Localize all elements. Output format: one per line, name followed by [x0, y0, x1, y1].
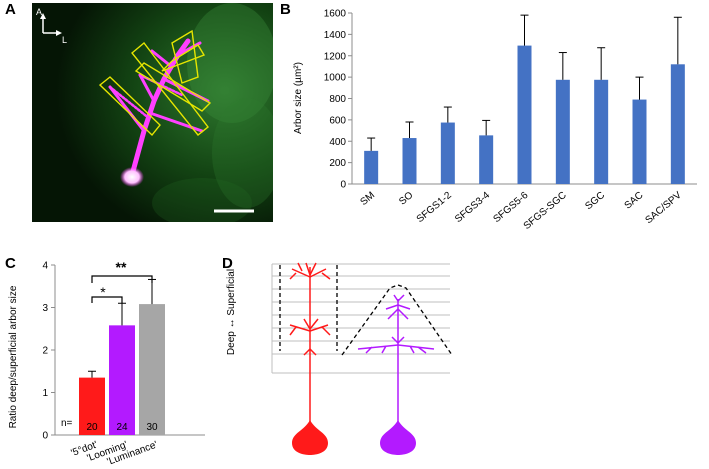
- chart-c-ytick-label: 0: [42, 431, 48, 442]
- chart-b-bar: [479, 135, 494, 184]
- significance-label-2: **: [116, 259, 127, 275]
- layer-lines: [271, 263, 450, 374]
- significance-label-1: *: [100, 284, 106, 300]
- chart-b-category-label: SGC: [583, 190, 607, 212]
- chart-c-bar: [139, 304, 165, 435]
- panel-letter-d: D: [222, 255, 233, 272]
- chart-c-n-value: 24: [116, 422, 128, 433]
- red-soma: [292, 420, 328, 455]
- chart-b-bar: [364, 150, 379, 184]
- chart-b-category-label: SFGS-SGC: [522, 190, 569, 232]
- chart-b-bar: [517, 45, 532, 184]
- chart-b-bar: [402, 138, 417, 184]
- chart-c-ytick-label: 2: [42, 346, 48, 357]
- chart-b-ytick-label: 600: [329, 115, 346, 126]
- chart-c-ytick-label: 4: [42, 261, 48, 272]
- sig-bracket-2: [91, 275, 153, 283]
- chart-b-bar: [632, 99, 647, 184]
- red-neuron: [289, 262, 331, 425]
- arbor-outlines: [98, 29, 212, 137]
- chart-b-ytick-label: 1600: [324, 9, 347, 20]
- chart-b-bar: [555, 79, 570, 184]
- red-dashed-bounds: [279, 265, 338, 351]
- chart-b-ytick-label: 800: [329, 94, 346, 105]
- chart-b-ytick-label: 0: [340, 180, 346, 191]
- panel-letter-a: A: [5, 1, 16, 18]
- purple-dashed-bounds: [341, 284, 453, 356]
- chart-c-ytick-label: 3: [42, 303, 48, 314]
- chart-b-ylabel: Arbor size (µm²): [293, 62, 304, 134]
- chart-b-category-label: SAC: [623, 190, 646, 212]
- purple-soma: [380, 420, 416, 455]
- lateral-label: L: [62, 35, 67, 45]
- chart-b-category-label: SFGS1-2: [415, 190, 454, 225]
- chart-b-ytick-label: 200: [329, 158, 346, 169]
- chart-b-ytick-label: 400: [329, 137, 346, 148]
- chart-c-ylabel: Ratio deep/superficial arbor size: [8, 285, 19, 428]
- micrograph-image: A L: [32, 3, 273, 222]
- n-label: n=: [61, 418, 73, 429]
- soma: [120, 167, 144, 187]
- depth-axis-label: Deep ↔ Superficial: [226, 269, 237, 355]
- chart-b-bar: [670, 64, 685, 184]
- schematic-diagram: Deep ↔ Superficial: [226, 262, 453, 455]
- chart-b-bar: [440, 122, 455, 184]
- micrograph-panel: A L: [32, 3, 273, 222]
- chart-c-n-value: 20: [86, 422, 98, 433]
- chart-b-category-label: SAC/SPV: [643, 190, 684, 227]
- panel-letter-b: B: [280, 1, 291, 18]
- chart-c-bar: [109, 325, 135, 435]
- chart-b-ytick-label: 1200: [324, 51, 347, 62]
- sig-bracket-1: [91, 296, 123, 303]
- orientation-arrows: [40, 13, 62, 36]
- panel-letter-c: C: [5, 255, 16, 272]
- arbor-size-bar-chart: 0 200 400 600 800 1000 1200 1400 1600 SM SO SFGS1-2…: [293, 9, 697, 232]
- chart-c-n-value: 30: [146, 422, 158, 433]
- chart-b-bar: [594, 79, 609, 184]
- chart-b-category-label: SM: [359, 190, 378, 208]
- chart-b-ytick-label: 1000: [324, 73, 347, 84]
- chart-b-category-label: SFGS3-4: [453, 190, 492, 225]
- anterior-label: A: [36, 7, 42, 17]
- chart-b-category-label: SO: [397, 190, 415, 208]
- chart-c-ytick-label: 1: [42, 388, 48, 399]
- chart-c-bar: [79, 377, 105, 435]
- chart-b-ytick-label: 1400: [324, 30, 347, 41]
- neuron-morphology: [108, 38, 210, 178]
- purple-neuron: [357, 294, 435, 427]
